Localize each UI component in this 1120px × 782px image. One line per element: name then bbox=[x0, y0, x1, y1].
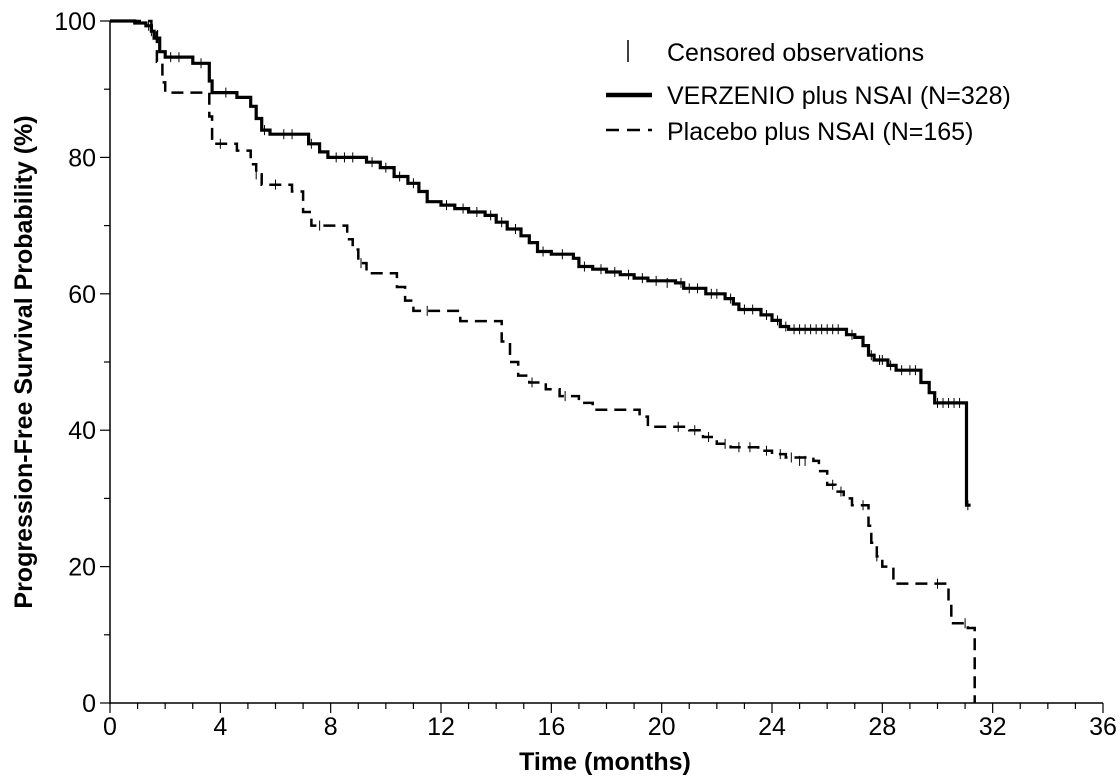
x-axis-title: Time (months) bbox=[519, 748, 691, 776]
x-tick-label: 36 bbox=[1089, 713, 1117, 741]
y-tick-label: 20 bbox=[68, 554, 96, 582]
x-tick-label: 24 bbox=[758, 713, 786, 741]
legend-placebo-label: Placebo plus NSAI (N=165) bbox=[667, 118, 973, 146]
series-layer bbox=[110, 19, 976, 703]
x-tick-label: 20 bbox=[648, 713, 676, 741]
verzenio-survival-curve bbox=[110, 19, 971, 507]
x-tick-label: 16 bbox=[537, 713, 565, 741]
y-tick-label: 100 bbox=[54, 8, 96, 36]
legend-censor-label: Censored observations bbox=[667, 39, 924, 67]
x-tick-label: 28 bbox=[868, 713, 896, 741]
x-tick-label: 12 bbox=[427, 713, 455, 741]
x-tick-label: 0 bbox=[103, 713, 117, 741]
y-tick-label: 40 bbox=[68, 417, 96, 445]
y-tick-label: 80 bbox=[68, 144, 96, 172]
y-tick-label: 0 bbox=[82, 690, 96, 718]
y-tick-label: 60 bbox=[68, 281, 96, 309]
x-tick-label: 4 bbox=[213, 713, 227, 741]
x-tick-label: 8 bbox=[324, 713, 338, 741]
y-axis-title: Progression-Free Survival Probability (%… bbox=[10, 115, 38, 608]
axes: 0 4 8 12 16 20 24 28 32 36 0 20 40 60 80 100 bbox=[54, 8, 1117, 741]
legend-verzenio-label: VERZENIO plus NSAI (N=328) bbox=[667, 82, 1011, 110]
x-tick-label: 32 bbox=[979, 713, 1007, 741]
placebo-survival-curve bbox=[110, 19, 976, 703]
legend: Censored observations VERZENIO plus NSAI… bbox=[606, 39, 1011, 146]
